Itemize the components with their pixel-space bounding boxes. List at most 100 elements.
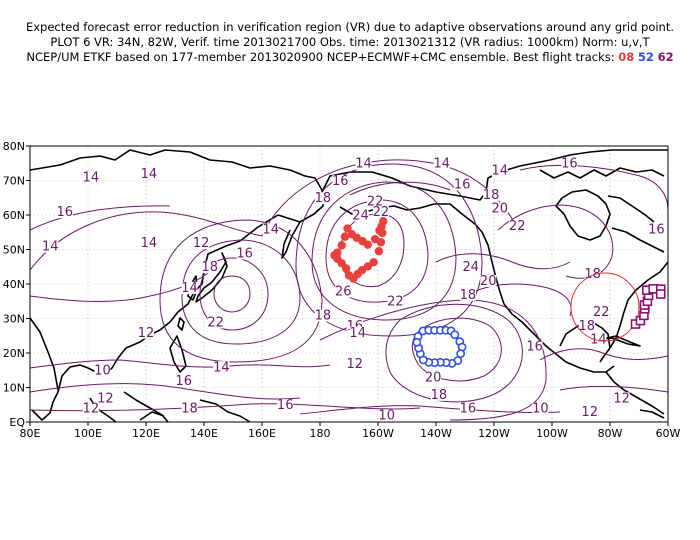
contour-label: 16 <box>57 205 74 220</box>
coast-gulf-of-mexico <box>559 321 611 363</box>
contour-label: 24 <box>352 208 369 223</box>
y-tick-label: 60N <box>3 209 25 222</box>
track-08-point <box>344 271 354 280</box>
contour-label: 16 <box>526 340 543 355</box>
contour-label: 18 <box>181 402 198 417</box>
contour-label-bg <box>94 364 111 377</box>
coast-arctic-eurasia <box>29 149 324 223</box>
contour-label-bg <box>332 174 349 187</box>
contour-label-bg <box>593 306 610 319</box>
track-52-point <box>450 330 460 340</box>
contour-label-bg <box>459 288 476 301</box>
contour-label-bg <box>314 192 331 205</box>
track-62-point <box>655 289 666 299</box>
contour-label: 14 <box>213 360 230 375</box>
contour-label: 16 <box>175 374 192 389</box>
contour-label: 26 <box>335 284 352 299</box>
x-tick-label: 80W <box>598 427 623 440</box>
contour-label: 14 <box>434 157 451 172</box>
coast-arctic-islands <box>539 167 665 179</box>
contour-label: 16 <box>277 398 294 413</box>
contour-label-bg <box>346 357 363 370</box>
contour-label: 10 <box>532 402 549 417</box>
contour-label-bg <box>578 319 595 332</box>
x-tick-label: 120E <box>132 427 160 440</box>
contour-label-bg <box>42 240 59 253</box>
contour-label-bg <box>387 295 404 308</box>
contour-label: 22 <box>593 305 610 320</box>
contour-label: 14 <box>262 222 279 237</box>
track-08-point <box>343 224 352 233</box>
contour-label: 18 <box>483 188 500 203</box>
contour-label: 16 <box>236 246 253 261</box>
contour-label-bg <box>491 164 508 177</box>
contour-label-bg <box>459 402 476 415</box>
flight-track-62 <box>630 284 666 329</box>
coast-india <box>29 317 59 391</box>
contour-label: 12 <box>193 236 210 251</box>
contour-label-bg <box>314 309 331 322</box>
contour-label-bg <box>82 402 99 415</box>
contour-label: 14 <box>141 236 158 251</box>
contour-label-bg <box>372 206 389 218</box>
track-08-point <box>379 217 388 226</box>
contour-label: 12 <box>83 402 100 417</box>
contour-label: 12 <box>138 326 155 341</box>
contour-label-bg <box>430 388 447 401</box>
contour-label-bg <box>509 219 526 232</box>
contour-label: 10 <box>94 364 111 379</box>
track-08-point <box>378 228 387 238</box>
contour-label-bg <box>613 392 630 405</box>
contour-label-bg <box>140 237 157 250</box>
track-52-legend: 52 <box>637 50 654 64</box>
track-description: NCEP/UM ETKF based on 177-member 2013020… <box>26 50 615 64</box>
contour-label: 12 <box>613 391 630 406</box>
y-tick-label: 20N <box>3 347 25 360</box>
x-tick-label: 60W <box>656 427 681 440</box>
contour-label: 14 <box>355 157 372 172</box>
contour-label-bg <box>378 409 395 422</box>
contour-label-bg <box>193 237 210 250</box>
contour-label-bg <box>433 157 450 170</box>
contour-label: 18 <box>584 267 601 282</box>
contour-label-bg <box>207 316 224 329</box>
contour-label-bg <box>462 261 479 274</box>
coast-south-america <box>639 409 665 419</box>
contour-label: 16 <box>460 402 477 417</box>
contour-label-bg <box>491 202 508 215</box>
track-08-point <box>337 241 346 250</box>
contour-label: 12 <box>97 391 114 406</box>
flight-track-08 <box>330 217 388 283</box>
coast-philippines <box>169 335 187 373</box>
x-tick-label: 160E <box>248 427 276 440</box>
map-axes: 80E 100E 120E 140E 160E 180 160W 140W 120W 100W 80… <box>3 140 681 440</box>
coast-taiwan <box>177 317 185 331</box>
contour-label-bg <box>175 375 192 388</box>
contour-label: 16 <box>648 222 665 237</box>
contour-label: 18 <box>431 388 448 403</box>
contour-label: 16 <box>561 157 578 172</box>
track-08-point <box>376 238 386 247</box>
x-tick-label: 140E <box>190 427 218 440</box>
track-62-legend: 62 <box>657 50 674 64</box>
coast-kamchatka <box>281 221 301 259</box>
contour-label: 14 <box>141 167 158 182</box>
y-tick-label: 30N <box>3 313 25 326</box>
contour-label: 14 <box>181 281 198 296</box>
contour-label: 18 <box>315 191 332 206</box>
y-tick-label: 80N <box>3 140 25 153</box>
contour-label-bg <box>352 209 369 222</box>
track-08-legend: 08 <box>618 50 635 64</box>
y-tick-label: 10N <box>3 382 25 395</box>
contour-label-bg <box>581 406 598 419</box>
x-tick-label: 120W <box>478 427 510 440</box>
coast-hudson-bay <box>555 189 611 241</box>
contour-label-bg <box>140 168 157 181</box>
contour-label-bg <box>483 188 500 201</box>
y-tick-label: 50N <box>3 244 25 257</box>
coast-central-america <box>605 371 665 415</box>
track-08-point <box>340 232 350 241</box>
contour-label: 22 <box>373 205 390 220</box>
